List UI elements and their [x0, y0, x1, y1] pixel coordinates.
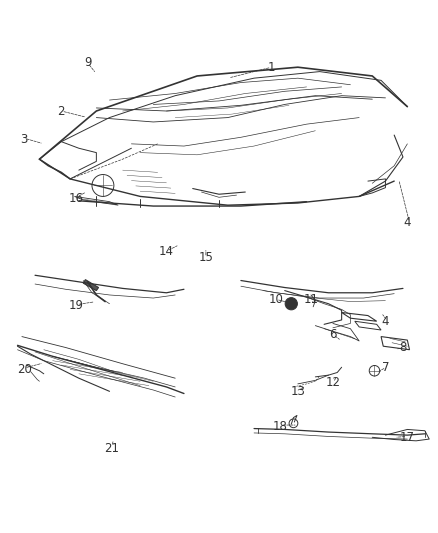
Text: 8: 8	[399, 341, 406, 354]
Text: 12: 12	[325, 376, 340, 389]
Text: 11: 11	[304, 293, 318, 306]
Text: 18: 18	[273, 420, 288, 433]
Text: 1: 1	[268, 61, 276, 74]
Text: 9: 9	[84, 56, 92, 69]
Text: 7: 7	[381, 361, 389, 374]
Text: 6: 6	[329, 328, 337, 341]
Text: 4: 4	[381, 315, 389, 328]
Text: 21: 21	[104, 442, 119, 455]
Text: 15: 15	[198, 251, 213, 264]
Text: 3: 3	[21, 133, 28, 146]
Circle shape	[285, 297, 297, 310]
Text: 2: 2	[57, 104, 65, 117]
Text: 14: 14	[159, 245, 174, 257]
Text: 16: 16	[69, 192, 84, 205]
Polygon shape	[83, 280, 99, 290]
Text: 19: 19	[69, 300, 84, 312]
Text: 4: 4	[403, 216, 411, 229]
Text: 13: 13	[290, 385, 305, 398]
Text: 17: 17	[400, 431, 415, 444]
Text: 20: 20	[17, 363, 32, 376]
Text: 10: 10	[268, 293, 283, 306]
